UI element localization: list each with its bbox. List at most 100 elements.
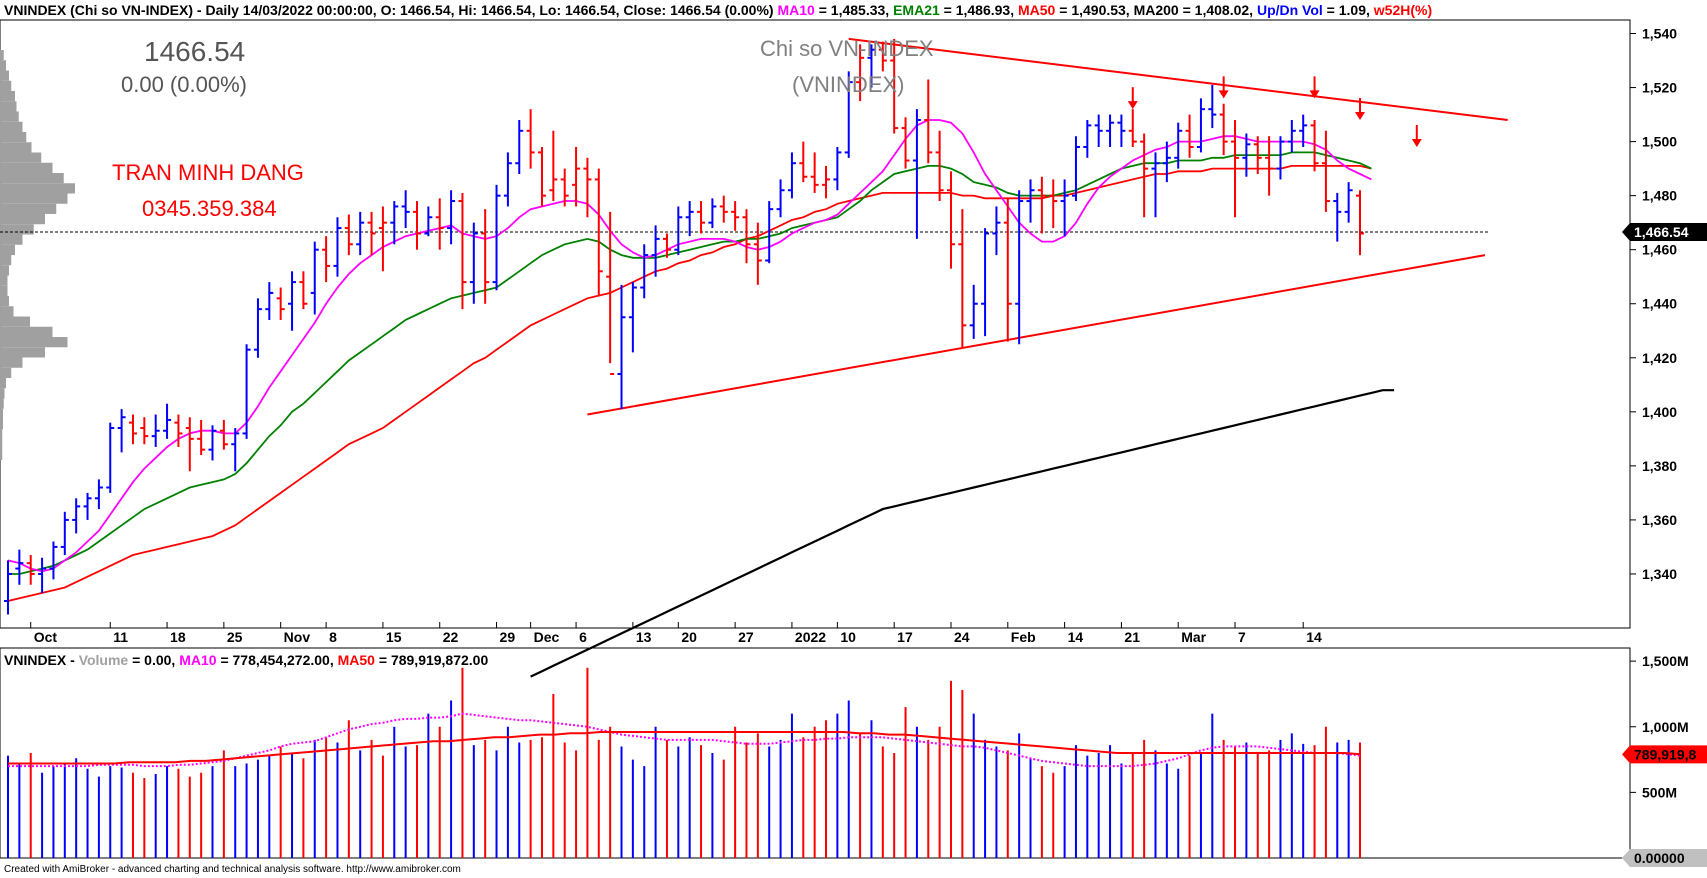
x-tick-label: 11 (113, 629, 128, 645)
x-tick-label: 25 (227, 629, 243, 645)
volume-y-tick-label: 1,000M (1642, 719, 1689, 735)
volume-header: VNINDEX - Volume = 0.00, MA10 = 778,454,… (4, 652, 488, 668)
trendline (587, 254, 1486, 416)
volume-zero-box (1622, 849, 1707, 867)
volume-profile-bar (0, 244, 15, 255)
x-tick-label: 14 (1068, 629, 1084, 645)
volume-profile-bar (0, 337, 68, 348)
volume-profile-bar (0, 285, 8, 296)
author-phone: 0345.359.384 (142, 196, 277, 221)
price-y-tick-label: 1,520 (1642, 80, 1677, 96)
sell-arrow-head (1218, 90, 1229, 99)
volume-profile-bar (0, 60, 6, 71)
vol-header-segment: VNINDEX - (4, 652, 79, 668)
sell-arrow-head (1127, 101, 1138, 110)
header-segment: = 1.09, (1322, 2, 1374, 18)
price-y-tick-label: 1,400 (1642, 404, 1677, 420)
x-tick-label: Feb (1011, 629, 1036, 645)
volume-profile-bar (0, 234, 23, 245)
x-tick-label: 7 (1238, 629, 1246, 645)
vol-header-segment: = 778,454,272.00, (216, 652, 338, 668)
volume-profile-bar (0, 91, 15, 102)
vol-header-segment: = 789,919,872.00 (374, 652, 489, 668)
credit-text: Created with AmiBroker - advanced charti… (4, 864, 461, 875)
x-tick-label: 20 (681, 629, 697, 645)
x-tick-label: Dec (534, 629, 560, 645)
volume-profile-bar (0, 80, 12, 91)
x-tick-label: 22 (443, 629, 459, 645)
x-tick-label: 8 (329, 629, 337, 645)
volume-profile-bar (0, 152, 42, 163)
volume-profile-bar (0, 408, 3, 419)
header-segment: VNINDEX (Chi so VN-INDEX) - Daily 14/03/… (4, 2, 778, 18)
volume-profile-bar (0, 398, 4, 409)
volume-pane: 500M 1,000M 1,500M 789,919,8 0.00000 (0, 647, 1707, 867)
volume-profile-bar (0, 111, 19, 122)
volume-profile-bar (0, 203, 57, 214)
ma200-line (530, 389, 1395, 678)
x-tick-label: 15 (386, 629, 402, 645)
sell-arrow-head (1309, 90, 1320, 99)
volume-profile-bar (0, 132, 27, 143)
sell-arrow-head (1355, 111, 1365, 120)
price-y-tick-label: 1,420 (1642, 350, 1677, 366)
x-tick-label: 2022 (795, 629, 826, 645)
vol-header-ma10-label: MA10 (179, 652, 217, 668)
header-segment: = 1,486.93, (939, 2, 1018, 18)
vol-header-volume-label: Volume (78, 652, 129, 668)
watermark-line1: Chi so VN-INDEX (760, 36, 934, 61)
x-tick-label: Oct (34, 629, 58, 645)
volume-profile-bar (0, 224, 34, 235)
price-header: VNINDEX (Chi so VN-INDEX) - Daily 14/03/… (4, 2, 1432, 18)
header-w52h-label: w52H(%) (1373, 2, 1433, 18)
volume-profile-bar (0, 378, 6, 389)
volume-profile-bar (0, 316, 30, 327)
vol-ma10-line (8, 712, 1361, 768)
volume-profile-bar (0, 142, 32, 153)
x-tick-label: 17 (897, 629, 913, 645)
volume-y-tick-label: 1,500M (1642, 653, 1689, 669)
header-segment: = 1,485.33, (814, 2, 894, 18)
volume-profile-bar (0, 265, 9, 276)
volume-profile-bar (0, 306, 14, 317)
vol-ma50-line (8, 731, 1361, 765)
volume-profile-bar (0, 101, 17, 112)
vol-header-ma50-label: MA50 (337, 652, 375, 668)
price-y-tick-label: 1,440 (1642, 296, 1677, 312)
x-tick-label: Mar (1181, 629, 1206, 645)
x-tick-label: 29 (500, 629, 516, 645)
ma10-line (7, 119, 1372, 573)
volume-profile-bar (0, 193, 68, 204)
volume-profile-bar (0, 183, 75, 194)
x-tick-label: 21 (1124, 629, 1140, 645)
x-tick-label: 27 (738, 629, 754, 645)
volume-profile-bar (0, 121, 23, 132)
volume-profile-bar (0, 347, 45, 358)
sell-arrow-head (1411, 139, 1422, 148)
volume-profile-bar (0, 439, 3, 450)
header-ema21-label: EMA21 (893, 2, 940, 18)
volume-profile-bar (0, 214, 45, 225)
price-plot-frame (0, 19, 1631, 629)
x-tick-label: 10 (840, 629, 856, 645)
volume-profile-bar (0, 173, 64, 184)
header-segment: = 1,490.53, MA200 = 1,408.02, (1055, 2, 1257, 18)
price-y-tick-label: 1,380 (1642, 458, 1677, 474)
x-tick-label: 14 (1306, 629, 1322, 645)
header-updn-label: Up/Dn Vol (1256, 2, 1323, 18)
x-tick-label: 6 (579, 629, 587, 645)
price-y-tick-label: 1,480 (1642, 188, 1677, 204)
current-price-box (1622, 223, 1707, 242)
volume-profile-bar (0, 70, 9, 81)
price-readout-change: 0.00 (0.00%) (121, 72, 247, 97)
volume-profile-bar (0, 326, 53, 337)
volume-profile-bar (0, 162, 53, 173)
vol-header-segment: = 0.00, (128, 652, 180, 668)
header-ma10-label: MA10 (777, 2, 815, 18)
price-y-tick-label: 1,540 (1642, 26, 1677, 42)
volume-profile-bar (0, 367, 12, 378)
volume-profile-bar (0, 275, 8, 286)
watermark-line2: (VNINDEX) (792, 72, 905, 97)
x-tick-label: 24 (954, 629, 970, 645)
